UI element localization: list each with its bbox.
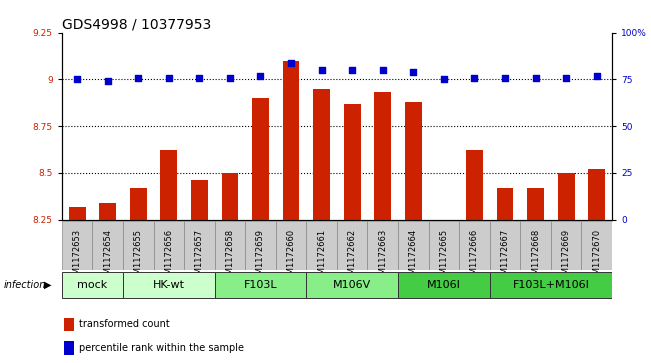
Bar bbox=[154, 221, 184, 270]
Text: M106I: M106I bbox=[427, 280, 461, 290]
Point bbox=[163, 75, 174, 81]
Text: GSM1172668: GSM1172668 bbox=[531, 229, 540, 285]
Bar bbox=[551, 221, 581, 270]
Text: ▶: ▶ bbox=[44, 280, 52, 290]
Text: GSM1172667: GSM1172667 bbox=[501, 229, 510, 285]
Text: HK-wt: HK-wt bbox=[153, 280, 185, 290]
Bar bbox=[160, 150, 177, 220]
Bar bbox=[490, 272, 612, 298]
Bar bbox=[221, 173, 238, 220]
Bar bbox=[459, 221, 490, 270]
Bar bbox=[276, 221, 307, 270]
Text: GSM1172655: GSM1172655 bbox=[133, 229, 143, 285]
Bar bbox=[123, 272, 215, 298]
Bar bbox=[62, 272, 123, 298]
Text: mock: mock bbox=[77, 280, 107, 290]
Bar bbox=[589, 169, 605, 220]
Bar bbox=[191, 180, 208, 220]
Point bbox=[439, 77, 449, 82]
Bar bbox=[398, 221, 428, 270]
Point bbox=[592, 73, 602, 78]
Point bbox=[531, 75, 541, 81]
Bar bbox=[123, 221, 154, 270]
Text: GSM1172656: GSM1172656 bbox=[164, 229, 173, 285]
Point bbox=[561, 75, 572, 81]
Bar bbox=[527, 188, 544, 220]
Text: GSM1172664: GSM1172664 bbox=[409, 229, 418, 285]
Bar bbox=[283, 61, 299, 220]
Bar bbox=[215, 272, 307, 298]
Text: GSM1172665: GSM1172665 bbox=[439, 229, 449, 285]
Bar bbox=[307, 272, 398, 298]
Bar bbox=[130, 188, 146, 220]
Bar bbox=[69, 207, 85, 220]
Point bbox=[408, 69, 419, 75]
Text: GSM1172659: GSM1172659 bbox=[256, 229, 265, 285]
Text: GSM1172660: GSM1172660 bbox=[286, 229, 296, 285]
Text: GSM1172666: GSM1172666 bbox=[470, 229, 479, 285]
Point bbox=[72, 77, 82, 82]
Text: GSM1172658: GSM1172658 bbox=[225, 229, 234, 285]
Text: GSM1172653: GSM1172653 bbox=[73, 229, 81, 285]
Point bbox=[378, 67, 388, 73]
Bar bbox=[215, 221, 245, 270]
Text: F103L+M106I: F103L+M106I bbox=[512, 280, 589, 290]
Bar bbox=[497, 188, 514, 220]
Text: GSM1172663: GSM1172663 bbox=[378, 229, 387, 285]
Bar bbox=[62, 221, 92, 270]
Bar bbox=[64, 318, 74, 331]
Text: GSM1172654: GSM1172654 bbox=[104, 229, 112, 285]
Bar bbox=[398, 272, 490, 298]
Text: GSM1172669: GSM1172669 bbox=[562, 229, 570, 285]
Text: GSM1172661: GSM1172661 bbox=[317, 229, 326, 285]
Text: percentile rank within the sample: percentile rank within the sample bbox=[79, 343, 244, 353]
Point bbox=[194, 75, 204, 81]
Bar bbox=[374, 93, 391, 220]
Bar bbox=[520, 221, 551, 270]
Point bbox=[225, 75, 235, 81]
Bar bbox=[428, 221, 459, 270]
Text: transformed count: transformed count bbox=[79, 319, 170, 330]
Point bbox=[102, 78, 113, 84]
Bar bbox=[252, 98, 269, 220]
Point bbox=[286, 60, 296, 65]
Point bbox=[133, 75, 143, 81]
Bar bbox=[344, 104, 361, 220]
Bar bbox=[405, 102, 422, 220]
Bar bbox=[367, 221, 398, 270]
Point bbox=[469, 75, 480, 81]
Point bbox=[500, 75, 510, 81]
Bar bbox=[184, 221, 215, 270]
Text: GDS4998 / 10377953: GDS4998 / 10377953 bbox=[62, 17, 211, 32]
Bar bbox=[558, 173, 574, 220]
Bar bbox=[100, 203, 116, 220]
Bar bbox=[313, 89, 330, 220]
Bar bbox=[581, 221, 612, 270]
Bar bbox=[64, 342, 74, 355]
Text: F103L: F103L bbox=[243, 280, 277, 290]
Text: GSM1172657: GSM1172657 bbox=[195, 229, 204, 285]
Text: GSM1172662: GSM1172662 bbox=[348, 229, 357, 285]
Text: infection: infection bbox=[3, 280, 46, 290]
Text: GSM1172670: GSM1172670 bbox=[592, 229, 601, 285]
Point bbox=[347, 67, 357, 73]
Point bbox=[316, 67, 327, 73]
Bar bbox=[337, 221, 367, 270]
Bar bbox=[490, 221, 520, 270]
Text: M106V: M106V bbox=[333, 280, 371, 290]
Bar bbox=[307, 221, 337, 270]
Bar bbox=[245, 221, 276, 270]
Bar bbox=[466, 150, 483, 220]
Point bbox=[255, 73, 266, 78]
Bar bbox=[92, 221, 123, 270]
